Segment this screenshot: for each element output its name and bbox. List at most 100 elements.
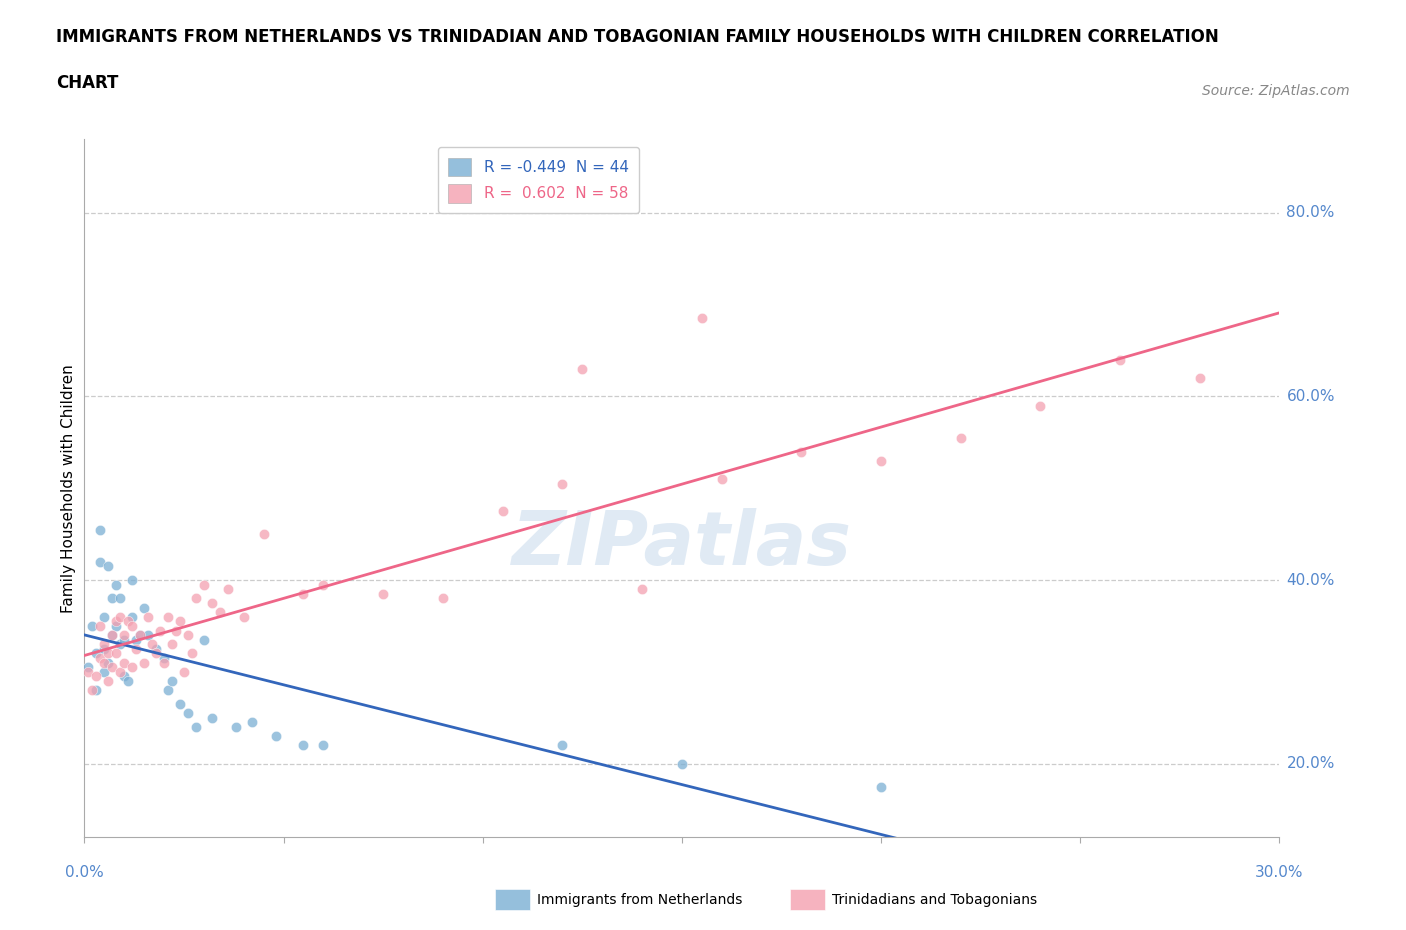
Point — [93, 655, 115, 670]
Point — [112, 669, 135, 684]
Point — [121, 618, 143, 633]
Point — [551, 737, 574, 752]
Point — [105, 578, 128, 592]
Point — [110, 664, 132, 679]
Point — [201, 595, 224, 610]
Point — [117, 673, 139, 688]
Point — [110, 591, 132, 605]
Point — [77, 659, 100, 674]
Legend: R = -0.449  N = 44, R =  0.602  N = 58: R = -0.449 N = 44, R = 0.602 N = 58 — [437, 147, 640, 214]
Point — [86, 646, 108, 661]
Point — [193, 632, 215, 647]
Point — [184, 720, 207, 735]
Point — [112, 655, 135, 670]
Point — [97, 646, 120, 661]
Point — [1188, 371, 1211, 386]
Point — [86, 669, 108, 684]
Point — [169, 697, 191, 711]
Point — [870, 779, 893, 794]
Point — [184, 591, 207, 605]
Point — [132, 600, 156, 615]
Point — [157, 609, 180, 624]
Point — [232, 609, 254, 624]
Point — [149, 623, 172, 638]
Point — [93, 637, 115, 652]
Point — [112, 632, 135, 647]
Point — [101, 628, 124, 643]
Point — [97, 655, 120, 670]
Point — [177, 628, 200, 643]
Point — [690, 311, 713, 325]
Point — [253, 526, 276, 541]
Point — [1029, 862, 1052, 877]
Point — [97, 559, 120, 574]
Point — [217, 582, 239, 597]
Point — [240, 715, 263, 730]
Point — [145, 642, 167, 657]
Point — [117, 614, 139, 629]
Text: Trinidadians and Tobagonians: Trinidadians and Tobagonians — [832, 893, 1038, 908]
Point — [201, 711, 224, 725]
Point — [264, 728, 287, 743]
Point — [153, 655, 176, 670]
Point — [173, 664, 195, 679]
Point — [136, 609, 159, 624]
Point — [790, 445, 813, 459]
Point — [136, 628, 159, 643]
Point — [89, 618, 111, 633]
Point — [160, 637, 183, 652]
Point — [93, 642, 115, 657]
Point — [82, 618, 104, 633]
Point — [492, 504, 515, 519]
Point — [1109, 352, 1132, 367]
Point — [129, 628, 152, 643]
Text: 80.0%: 80.0% — [1286, 206, 1334, 220]
Text: Source: ZipAtlas.com: Source: ZipAtlas.com — [1202, 84, 1350, 98]
Text: 30.0%: 30.0% — [1256, 865, 1303, 880]
Text: IMMIGRANTS FROM NETHERLANDS VS TRINIDADIAN AND TOBAGONIAN FAMILY HOUSEHOLDS WITH: IMMIGRANTS FROM NETHERLANDS VS TRINIDADI… — [56, 28, 1219, 46]
Point — [312, 737, 335, 752]
Point — [82, 683, 104, 698]
Point — [870, 453, 893, 468]
Point — [105, 618, 128, 633]
Point — [105, 646, 128, 661]
Point — [141, 637, 163, 652]
Text: 20.0%: 20.0% — [1286, 756, 1334, 771]
Point — [110, 637, 132, 652]
Point — [121, 573, 143, 588]
Y-axis label: Family Households with Children: Family Households with Children — [60, 364, 76, 613]
Point — [169, 614, 191, 629]
Point — [77, 664, 100, 679]
Text: ZIPatlas: ZIPatlas — [512, 508, 852, 580]
Text: 40.0%: 40.0% — [1286, 573, 1334, 588]
Point — [631, 582, 654, 597]
Point — [160, 673, 183, 688]
Point — [129, 628, 152, 643]
Point — [93, 609, 115, 624]
Point — [225, 720, 247, 735]
Point — [93, 664, 115, 679]
Point — [105, 614, 128, 629]
Point — [125, 632, 148, 647]
Point — [671, 756, 693, 771]
Point — [89, 651, 111, 666]
Point — [101, 591, 124, 605]
Point — [1029, 398, 1052, 413]
Point — [208, 604, 231, 619]
Point — [551, 476, 574, 491]
Point — [165, 623, 187, 638]
Point — [101, 628, 124, 643]
Point — [125, 642, 148, 657]
Point — [145, 646, 167, 661]
Point — [571, 362, 593, 377]
Point — [101, 659, 124, 674]
Point — [86, 683, 108, 698]
Point — [97, 673, 120, 688]
Point — [121, 659, 143, 674]
Text: 60.0%: 60.0% — [1286, 389, 1334, 404]
Point — [157, 683, 180, 698]
Point — [949, 431, 972, 445]
Point — [89, 522, 111, 537]
Point — [180, 646, 202, 661]
Point — [193, 578, 215, 592]
